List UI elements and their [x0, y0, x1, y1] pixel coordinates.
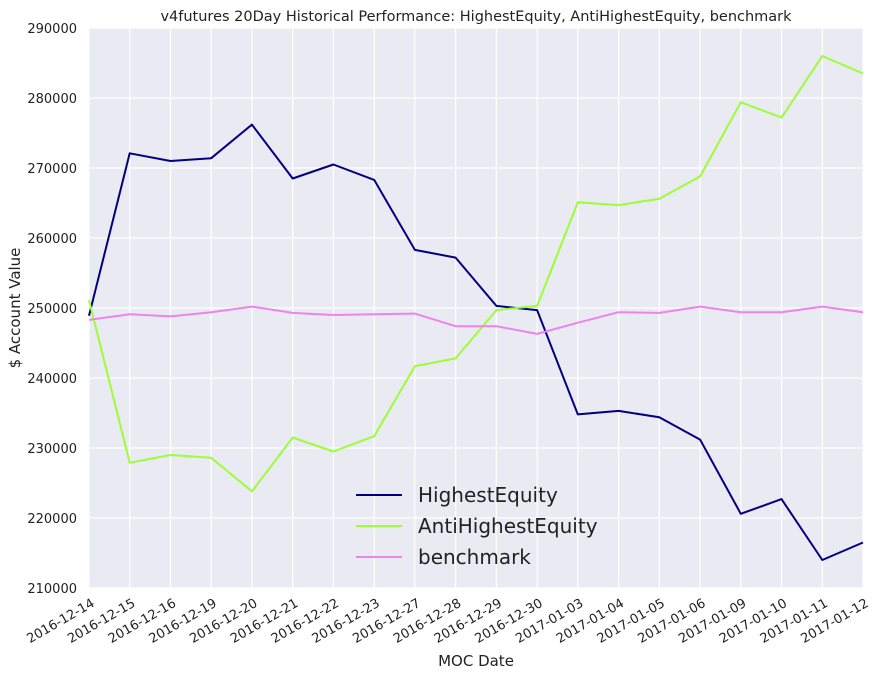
chart-title: v4futures 20Day Historical Performance: …: [160, 9, 792, 25]
y-tick-label: 220000: [27, 512, 77, 527]
chart-legend: HighestEquity AntiHighestEquity benchmark: [356, 483, 598, 569]
y-tick-label: 280000: [27, 92, 77, 107]
legend-label: HighestEquity: [418, 483, 558, 507]
y-tick-label: 250000: [27, 302, 77, 317]
legend-label: AntiHighestEquity: [418, 514, 598, 538]
y-tick-label: 290000: [27, 22, 77, 37]
y-tick-label: 240000: [27, 372, 77, 387]
y-tick-label: 210000: [27, 582, 77, 597]
grid-lines: [88, 27, 864, 589]
series-line-AntiHighestEquity: [88, 55, 864, 493]
y-tick-label: 260000: [27, 232, 77, 247]
x-axis-title: MOC Date: [438, 652, 514, 670]
y-axis-title: $ Account Value: [6, 248, 24, 369]
y-tick-label: 230000: [27, 442, 77, 457]
y-axis-ticks: 210000 220000 230000 240000 250000 260000 2700…: [27, 22, 77, 597]
series-line-HighestEquity: [88, 123, 864, 561]
series-line-benchmark: [88, 305, 864, 335]
x-axis-ticks: 2016-12-142016-12-152016-12-162016-12-19…: [24, 596, 871, 647]
series-lines: [88, 55, 864, 561]
legend-label: benchmark: [418, 545, 531, 569]
y-tick-label: 270000: [27, 162, 77, 177]
